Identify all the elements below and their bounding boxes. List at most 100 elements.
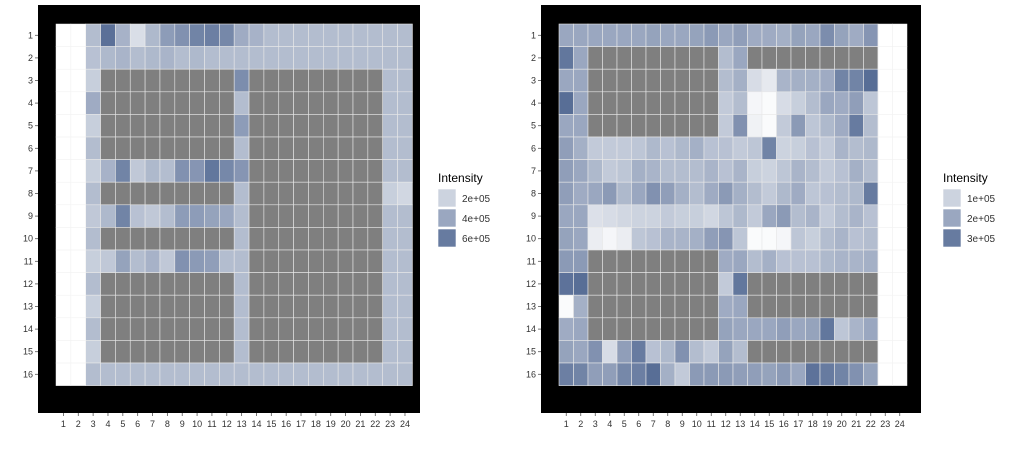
heatmap-cell xyxy=(645,159,661,183)
heatmap-cell xyxy=(248,317,265,341)
heatmap-cell xyxy=(382,294,398,319)
heatmap-cell xyxy=(367,227,384,251)
heatmap-cell xyxy=(382,362,398,386)
heatmap-cell xyxy=(834,91,850,115)
heatmap-cell xyxy=(863,272,879,296)
heatmap-cell xyxy=(337,114,354,138)
heatmap-cell xyxy=(805,340,821,364)
heatmap-cell xyxy=(616,340,632,364)
heatmap-cell xyxy=(174,114,190,138)
heatmap-cell xyxy=(233,227,250,251)
heatmap-cell xyxy=(85,46,101,70)
heatmap-cell xyxy=(129,204,146,228)
heatmap-cell xyxy=(308,23,324,47)
heatmap-cell xyxy=(144,272,161,296)
heatmap-cell xyxy=(204,272,220,296)
heatmap-cell xyxy=(848,272,864,296)
heatmap-cell xyxy=(558,114,574,138)
heatmap-cell xyxy=(352,294,369,319)
heatmap-cell xyxy=(174,23,190,47)
heatmap-cell xyxy=(761,317,777,341)
x-tick-label: 3 xyxy=(593,419,598,429)
heatmap-cell xyxy=(308,114,324,138)
heatmap-cell xyxy=(367,294,384,319)
heatmap-cell xyxy=(602,204,618,228)
heatmap-cell xyxy=(602,23,618,47)
heatmap-cell xyxy=(660,91,676,115)
heatmap-cell xyxy=(776,181,792,206)
heatmap-cell xyxy=(248,204,265,228)
heatmap-cell xyxy=(616,114,632,138)
legend-key xyxy=(437,228,457,248)
heatmap-cell xyxy=(718,294,734,319)
heatmap-cell xyxy=(233,340,250,364)
heatmap-cell xyxy=(293,91,309,115)
y-tick-label: 1 xyxy=(28,30,33,40)
heatmap-cell xyxy=(689,294,705,319)
heatmap-cell xyxy=(558,362,574,386)
heatmap-cell xyxy=(863,136,879,160)
heatmap-cell xyxy=(834,114,850,138)
heatmap-cell xyxy=(397,136,413,160)
heatmap-cell xyxy=(352,227,369,251)
heatmap-cell xyxy=(776,91,792,115)
x-tick-label: 5 xyxy=(120,419,125,429)
y-tick-label: 11 xyxy=(527,256,536,266)
heatmap-cell xyxy=(573,114,589,138)
heatmap-cell xyxy=(159,317,176,341)
heatmap-cell xyxy=(263,249,280,273)
heatmap-cell xyxy=(747,159,763,183)
heatmap-cell xyxy=(189,362,205,386)
heatmap-cell xyxy=(278,159,294,183)
heatmap-cell xyxy=(848,46,864,70)
heatmap-cell xyxy=(819,114,835,138)
heatmap-cell xyxy=(367,362,384,386)
heatmap-cell xyxy=(159,91,176,115)
heatmap-cell xyxy=(834,362,850,386)
heatmap-cell xyxy=(645,362,661,386)
heatmap-cell xyxy=(703,272,719,296)
heatmap-cell xyxy=(732,136,748,160)
heatmap-cell xyxy=(293,159,309,183)
heatmap-cell xyxy=(233,181,250,206)
x-tick-label: 16 xyxy=(281,419,291,429)
heatmap-cell xyxy=(159,46,176,70)
legend-label: 4e+05 xyxy=(462,214,491,225)
heatmap-cell xyxy=(159,23,176,47)
heatmap-cell xyxy=(689,272,705,296)
heatmap-cell xyxy=(732,362,748,386)
heatmap-cell xyxy=(85,249,101,273)
heatmap-cell xyxy=(367,181,384,206)
heatmap-cell xyxy=(248,181,265,206)
heatmap-cell xyxy=(602,272,618,296)
heatmap-cell xyxy=(703,159,719,183)
heatmap-cell xyxy=(397,159,413,183)
heatmap-cell xyxy=(219,68,235,93)
heatmap-cell xyxy=(660,159,676,183)
x-tick-label: 22 xyxy=(370,419,380,429)
heatmap-cell xyxy=(322,114,339,138)
heatmap-cell xyxy=(573,159,589,183)
heatmap-cell xyxy=(189,46,205,70)
heatmap-cell xyxy=(85,362,101,386)
heatmap-cell xyxy=(761,204,777,228)
heatmap-cell xyxy=(747,204,763,228)
y-tick-label: 4 xyxy=(28,98,33,108)
heatmap-cell xyxy=(848,362,864,386)
x-tick-label: 3 xyxy=(91,419,96,429)
x-tick-label: 6 xyxy=(135,419,140,429)
heatmap-cell xyxy=(747,249,763,273)
heatmap-cell xyxy=(573,23,589,47)
heatmap-cell xyxy=(189,317,205,341)
y-tick-label: 16 xyxy=(23,369,33,379)
heatmap-cell xyxy=(819,272,835,296)
heatmap-cell xyxy=(322,181,339,206)
x-tick-label: 20 xyxy=(837,419,847,429)
heatmap-cell xyxy=(834,340,850,364)
heatmap-cell xyxy=(703,317,719,341)
heatmap-cell xyxy=(790,181,806,206)
heatmap-cell xyxy=(233,23,250,47)
heatmap-cell xyxy=(660,340,676,364)
heatmap-cell xyxy=(159,68,176,93)
